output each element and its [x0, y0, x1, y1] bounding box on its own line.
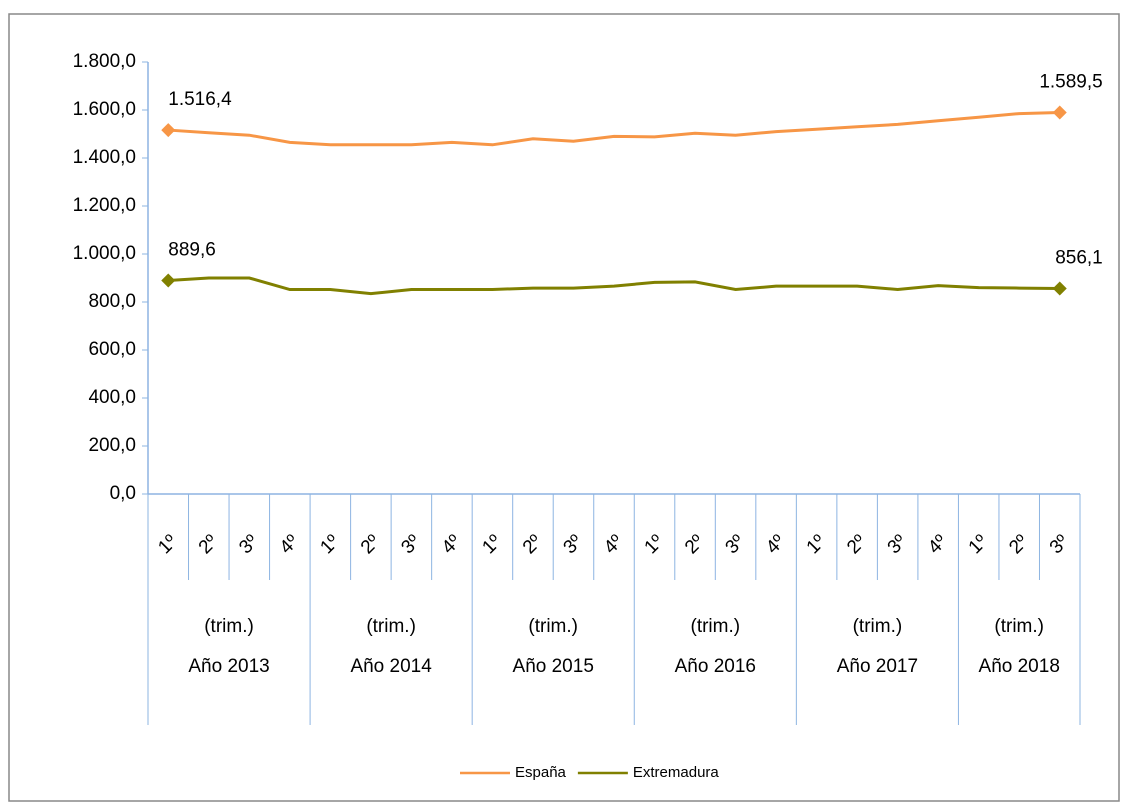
group-year-label: Año 2018 — [979, 656, 1060, 677]
group-unit-label: (trim.) — [994, 616, 1044, 637]
legend-label: España — [515, 764, 567, 781]
group-unit-label: (trim.) — [204, 616, 254, 637]
legend-label: Extremadura — [633, 764, 720, 781]
point-marker — [1052, 105, 1067, 120]
y-tick-label: 800,0 — [88, 291, 136, 312]
data-label: 1.516,4 — [168, 89, 232, 110]
y-tick-label: 1.800,0 — [73, 51, 136, 72]
point-marker — [1052, 281, 1067, 296]
y-tick-label: 1.000,0 — [73, 243, 136, 264]
y-tick-label: 0,0 — [110, 483, 136, 504]
y-tick-label: 400,0 — [88, 387, 136, 408]
data-label: 889,6 — [168, 240, 216, 261]
data-label: 856,1 — [1055, 248, 1103, 269]
group-year-label: Año 2015 — [513, 656, 594, 677]
point-marker — [161, 273, 176, 288]
y-tick-label: 1.600,0 — [73, 99, 136, 120]
data-label: 1.589,5 — [1039, 72, 1102, 93]
y-tick-label: 200,0 — [88, 435, 136, 456]
group-unit-label: (trim.) — [366, 616, 416, 637]
y-tick-label: 1.400,0 — [73, 147, 136, 168]
chart-border — [8, 13, 1120, 802]
group-year-label: Año 2014 — [350, 656, 432, 677]
y-tick-label: 600,0 — [88, 339, 136, 360]
group-year-label: Año 2017 — [837, 656, 918, 677]
group-unit-label: (trim.) — [528, 616, 578, 637]
group-year-label: Año 2013 — [188, 656, 269, 677]
point-marker — [161, 123, 176, 138]
group-unit-label: (trim.) — [691, 616, 741, 637]
series-line — [168, 111, 1060, 147]
y-tick-label: 1.200,0 — [73, 195, 136, 216]
group-year-label: Año 2016 — [675, 656, 756, 677]
series-line — [168, 276, 1060, 296]
group-unit-label: (trim.) — [853, 616, 903, 637]
